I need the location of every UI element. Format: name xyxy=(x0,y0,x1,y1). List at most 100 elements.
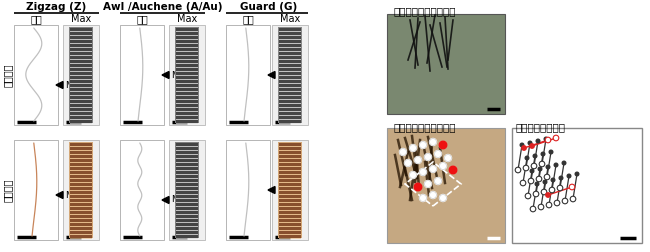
Bar xyxy=(176,143,198,145)
Bar xyxy=(70,27,93,123)
Circle shape xyxy=(536,139,540,143)
Bar xyxy=(280,92,301,94)
Text: 真上から見た再生毛包: 真上から見た再生毛包 xyxy=(393,122,456,132)
Bar xyxy=(176,153,198,155)
Bar xyxy=(70,194,92,195)
Circle shape xyxy=(536,176,542,182)
Bar xyxy=(280,147,301,149)
Circle shape xyxy=(570,196,576,202)
Bar xyxy=(70,75,92,76)
Bar xyxy=(280,167,301,170)
Circle shape xyxy=(551,178,555,182)
Circle shape xyxy=(530,144,534,148)
Bar xyxy=(280,71,301,72)
Bar xyxy=(176,191,198,194)
Bar xyxy=(176,71,198,72)
Circle shape xyxy=(415,183,421,191)
Bar xyxy=(280,191,301,194)
Bar xyxy=(176,142,199,238)
Bar xyxy=(280,76,301,79)
Text: 全体: 全体 xyxy=(30,14,42,24)
Bar xyxy=(70,36,92,39)
Circle shape xyxy=(549,150,552,154)
Bar xyxy=(280,86,301,88)
Bar xyxy=(176,100,198,103)
Bar xyxy=(226,140,270,240)
Bar xyxy=(70,195,92,198)
Bar xyxy=(280,153,301,155)
Bar xyxy=(280,175,301,177)
Bar xyxy=(278,27,302,123)
Bar xyxy=(70,64,92,67)
Bar xyxy=(70,79,92,80)
Bar xyxy=(70,166,92,167)
Circle shape xyxy=(410,172,417,178)
Bar xyxy=(280,104,301,107)
Bar xyxy=(280,56,301,58)
Polygon shape xyxy=(268,72,275,79)
Bar xyxy=(176,120,198,122)
Circle shape xyxy=(450,167,456,173)
Bar xyxy=(70,173,92,175)
Bar xyxy=(176,167,198,170)
Bar xyxy=(176,82,198,84)
Bar xyxy=(176,52,198,54)
Bar xyxy=(176,151,198,153)
Text: Zigzag (Z): Zigzag (Z) xyxy=(27,2,86,12)
Polygon shape xyxy=(56,81,63,88)
Circle shape xyxy=(538,167,542,171)
Bar xyxy=(176,43,198,44)
Bar xyxy=(176,202,198,203)
Bar xyxy=(176,114,198,116)
Circle shape xyxy=(546,202,552,208)
Bar xyxy=(70,181,92,183)
Circle shape xyxy=(414,183,422,191)
Bar xyxy=(176,159,198,162)
Bar xyxy=(70,35,92,36)
Bar xyxy=(70,215,92,217)
Text: Max: Max xyxy=(280,14,300,24)
Bar xyxy=(70,231,92,234)
Circle shape xyxy=(522,146,526,150)
Bar xyxy=(176,90,198,92)
Bar xyxy=(280,194,301,195)
Circle shape xyxy=(538,204,544,210)
Bar xyxy=(280,195,301,198)
Bar xyxy=(280,60,301,62)
Bar xyxy=(280,159,301,162)
Bar xyxy=(70,114,92,116)
Bar xyxy=(70,213,92,215)
Bar xyxy=(280,179,301,181)
Bar xyxy=(70,205,92,207)
Bar xyxy=(176,175,198,177)
Bar xyxy=(70,92,92,94)
Bar xyxy=(176,199,198,202)
Text: Max: Max xyxy=(65,80,84,89)
Bar xyxy=(176,215,198,217)
Bar xyxy=(176,195,198,198)
Circle shape xyxy=(562,161,566,165)
Bar xyxy=(280,231,301,234)
Bar xyxy=(280,145,301,147)
Bar xyxy=(70,32,92,35)
Bar xyxy=(280,100,301,103)
Bar xyxy=(176,116,198,118)
Bar xyxy=(176,213,198,215)
Bar xyxy=(70,198,92,199)
Bar xyxy=(70,104,92,107)
Bar xyxy=(176,217,198,219)
Circle shape xyxy=(439,195,447,202)
Bar xyxy=(280,213,301,215)
Bar xyxy=(176,170,198,171)
Circle shape xyxy=(549,187,555,193)
Circle shape xyxy=(575,172,578,176)
Bar xyxy=(280,43,301,44)
Text: Awl /Auchene (A/Au): Awl /Auchene (A/Au) xyxy=(103,2,222,12)
Circle shape xyxy=(528,141,532,145)
Text: Max: Max xyxy=(171,71,190,79)
Bar xyxy=(176,177,198,179)
Bar xyxy=(176,171,198,173)
Bar xyxy=(176,94,198,96)
Bar xyxy=(70,112,92,114)
Bar xyxy=(176,145,198,147)
